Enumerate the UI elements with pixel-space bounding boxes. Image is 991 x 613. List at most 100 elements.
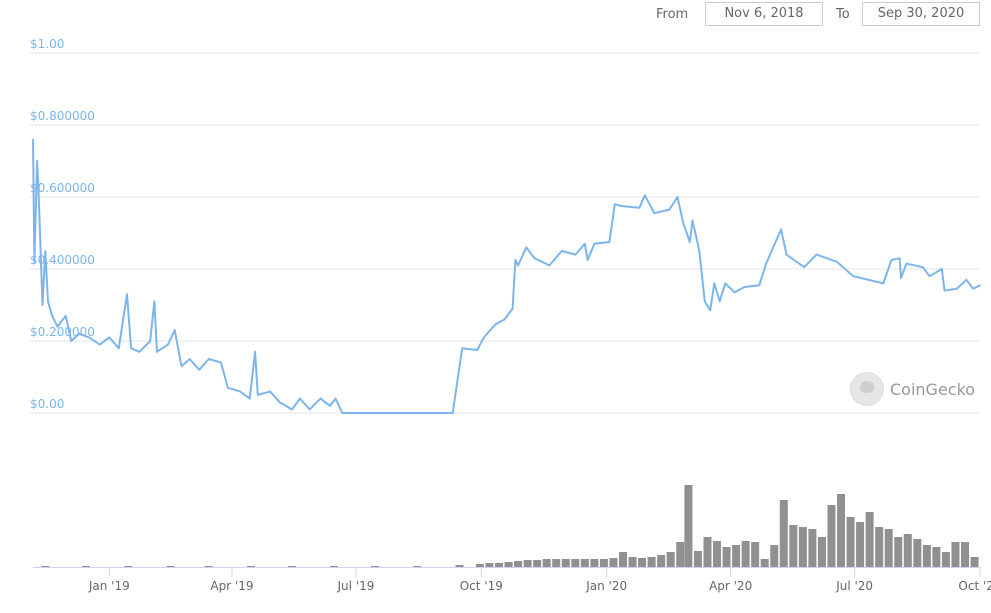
- volume-bar: [166, 566, 175, 567]
- y-tick-label: $0.600000: [30, 181, 95, 195]
- price-point: [207, 358, 210, 360]
- volume-bar: [657, 555, 666, 567]
- price-point: [682, 221, 684, 223]
- price-point: [153, 300, 156, 303]
- price-point: [138, 351, 141, 353]
- volume-bar: [817, 537, 826, 567]
- price-point: [836, 261, 838, 263]
- volume-bar: [875, 527, 884, 567]
- price-point: [803, 266, 806, 269]
- price-point: [943, 289, 946, 292]
- price-point: [299, 397, 301, 400]
- price-point: [248, 397, 251, 400]
- price-point: [608, 241, 611, 243]
- price-point: [758, 284, 761, 287]
- price-point: [698, 250, 701, 252]
- coingecko-watermark: CoinGecko: [850, 372, 975, 406]
- volume-bar: [770, 545, 779, 567]
- volume-bar: [884, 529, 893, 567]
- price-point: [560, 250, 563, 252]
- price-point: [525, 246, 528, 249]
- volume-bar: [827, 505, 836, 567]
- volume-bar: [533, 560, 542, 567]
- price-point: [765, 262, 767, 265]
- price-point: [78, 333, 81, 335]
- price-point: [703, 300, 706, 303]
- price-point: [890, 259, 893, 261]
- x-tick-label: Oct '19: [460, 579, 503, 593]
- volume-bar: [542, 559, 551, 567]
- y-tick-label: $0.400000: [30, 253, 95, 267]
- price-point: [291, 408, 293, 411]
- price-point: [334, 397, 337, 400]
- price-point: [900, 277, 902, 279]
- volume-bar: [628, 557, 637, 567]
- volume-bar: [287, 566, 296, 567]
- price-point: [724, 282, 726, 285]
- price-point: [586, 259, 589, 261]
- price-point: [483, 336, 485, 339]
- price-point: [98, 343, 101, 346]
- price-point: [941, 268, 943, 270]
- volume-bar: [903, 534, 912, 567]
- volume-bar: [590, 559, 599, 567]
- volume-bar: [514, 561, 523, 567]
- price-point: [713, 282, 716, 285]
- y-tick-label: $1.00: [30, 37, 64, 51]
- volume-bar: [666, 552, 675, 567]
- price-point: [533, 257, 536, 260]
- price-point: [905, 262, 908, 265]
- volume-bar: [676, 542, 685, 567]
- volume-bar: [647, 557, 656, 567]
- price-point: [220, 361, 222, 364]
- price-point: [198, 369, 201, 371]
- volume-bar: [741, 541, 750, 567]
- volume-bar: [552, 559, 561, 567]
- volume-bar: [684, 485, 693, 567]
- volume-bar: [932, 547, 941, 567]
- price-point: [688, 241, 691, 243]
- price-point: [574, 253, 577, 256]
- price-point: [511, 307, 514, 310]
- price-point: [743, 286, 746, 288]
- volume-bar: [865, 512, 874, 567]
- coingecko-logo-icon: [850, 372, 884, 406]
- volume-bar: [371, 566, 380, 567]
- volume-bar: [894, 537, 903, 567]
- to-date-input[interactable]: Sep 30, 2020: [862, 2, 980, 26]
- volume-bar: [732, 545, 741, 567]
- volume-bar: [798, 527, 807, 567]
- price-point: [269, 390, 271, 393]
- price-point: [108, 336, 111, 339]
- price-point: [815, 253, 818, 256]
- from-date-input[interactable]: Nov 6, 2018: [705, 2, 823, 26]
- price-point: [278, 401, 281, 404]
- price-point: [319, 397, 322, 400]
- price-point: [156, 351, 158, 353]
- price-point: [47, 300, 49, 303]
- price-point: [882, 282, 885, 285]
- volume-bar: [922, 545, 931, 567]
- volume-bar: [951, 542, 960, 567]
- price-point: [239, 390, 241, 393]
- volume-bar: [495, 563, 504, 567]
- volume-bar: [751, 542, 760, 567]
- price-point: [972, 288, 974, 290]
- price-point: [130, 347, 132, 350]
- volume-bar: [599, 559, 608, 567]
- price-point: [476, 349, 479, 351]
- volume-bar: [779, 500, 788, 567]
- price-point: [785, 253, 788, 256]
- price-point: [64, 315, 67, 317]
- volume-bar: [808, 529, 817, 567]
- volume-bar: [722, 547, 731, 567]
- price-point: [503, 318, 506, 321]
- price-point: [653, 212, 656, 214]
- price-point: [514, 259, 517, 261]
- price-point: [676, 196, 679, 198]
- price-point: [898, 257, 901, 260]
- price-point: [956, 288, 958, 290]
- volume-bar: [561, 559, 570, 567]
- volume-bar: [789, 525, 798, 567]
